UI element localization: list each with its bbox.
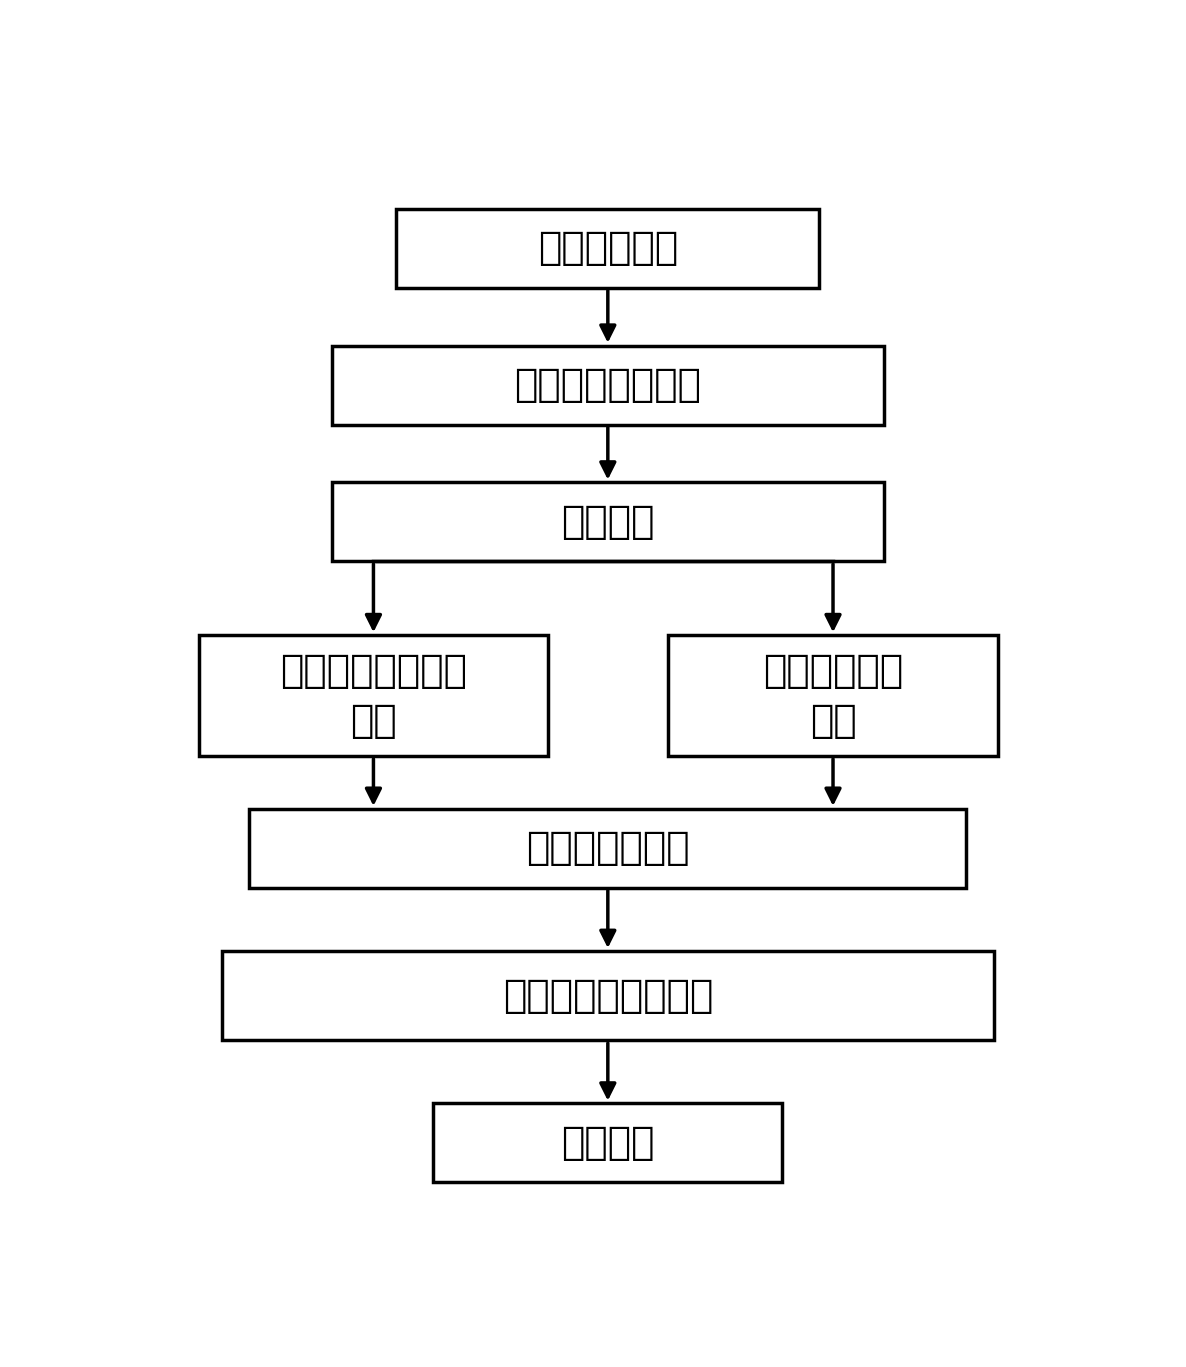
Text: 分帧加窗: 分帧加窗 <box>561 503 655 541</box>
Bar <box>332 483 884 562</box>
Text: 提取一阶差分
特征: 提取一阶差分 特征 <box>763 652 904 740</box>
Text: 基于谱峭度的滤波: 基于谱峭度的滤波 <box>515 366 701 405</box>
Bar <box>668 636 999 756</box>
Bar <box>433 1103 783 1182</box>
Text: 故障类别: 故障类别 <box>561 1124 655 1162</box>
Bar <box>249 809 967 887</box>
Text: 轴承故障数据: 轴承故障数据 <box>537 230 678 267</box>
Text: 特征排列及扩充: 特征排列及扩充 <box>527 830 689 867</box>
Bar <box>396 209 820 287</box>
Bar <box>332 346 884 425</box>
Text: 提取梅尔倒谱系数
特征: 提取梅尔倒谱系数 特征 <box>280 652 467 740</box>
Bar <box>199 636 548 756</box>
Bar <box>222 951 994 1040</box>
Text: 双通道卷积神经网络: 双通道卷积神经网络 <box>503 976 713 1014</box>
